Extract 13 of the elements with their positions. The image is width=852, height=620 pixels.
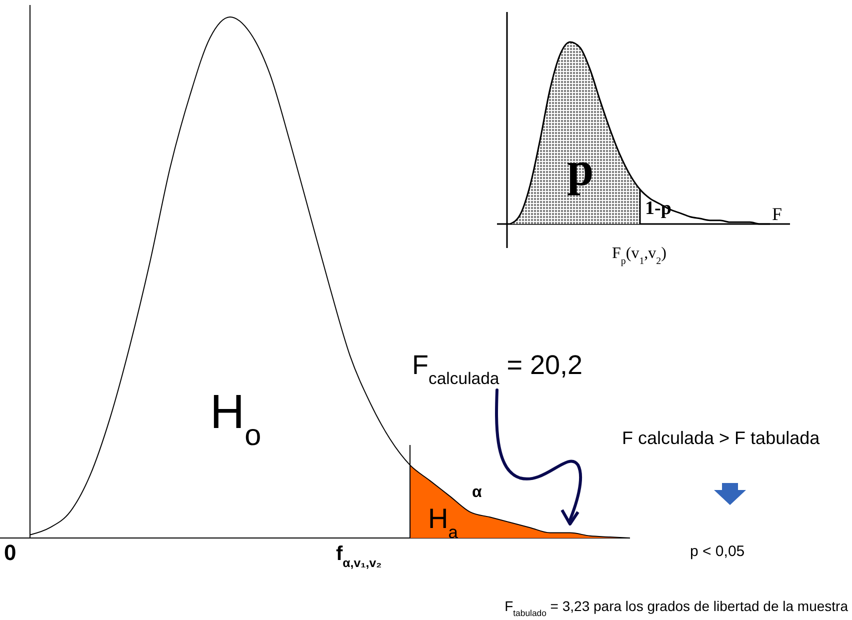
annotation: 1-p [645, 198, 672, 219]
annotation: F$_{p}$(v$_{1}$,v$_{2}$) [612, 245, 666, 266]
annotation: F calculada > F tabulada [622, 428, 821, 448]
text: F$_{tabulado}$ = 3,23 para los grados de libertad de la muestra [504, 598, 848, 618]
x-axis-title: F [772, 204, 782, 224]
annotation: H$_{o}$ [210, 386, 262, 452]
annotation: α [472, 484, 482, 501]
annotation: F$_{calculada}$ = 20,2 [412, 350, 583, 388]
annotation: H$_{a}$ [428, 503, 458, 542]
annotation: p [567, 143, 594, 196]
text: p < 0,05 [690, 543, 745, 560]
text: 0 [4, 540, 16, 565]
text: f$_{α,v₁,v₂}$ [336, 543, 382, 570]
